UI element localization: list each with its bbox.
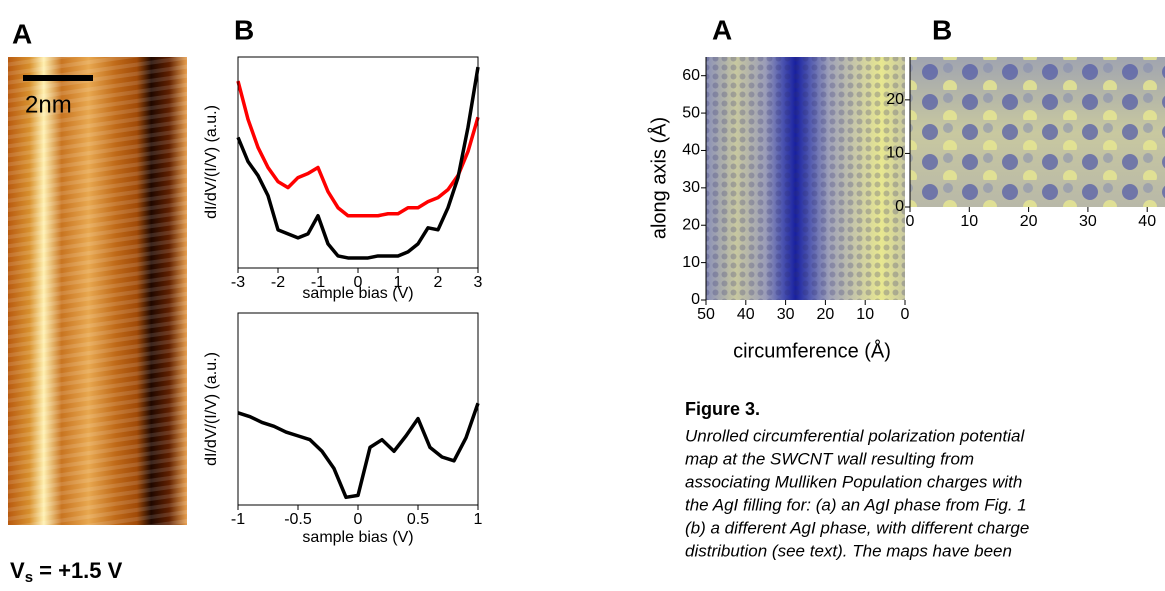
caption-line: associating Mulliken Population charges …: [685, 472, 1022, 491]
y-axis-label: along axis (Å): [647, 117, 670, 239]
x-tick-label: -2: [271, 274, 285, 291]
scale-bar-label: 2nm: [25, 91, 72, 118]
panel-label: A: [712, 14, 732, 45]
bias-subscript: s: [25, 569, 33, 586]
y-tick-label: 10: [682, 254, 700, 271]
x-tick-label: -3: [231, 274, 245, 291]
x-tick-label: 40: [1138, 213, 1156, 230]
x-tick-label: 1: [394, 274, 403, 291]
bias-value: = +1.5 V: [33, 558, 123, 583]
x-tick-label: 1: [474, 511, 483, 528]
panel-label: B: [234, 14, 254, 45]
plot-frame: [237, 312, 479, 506]
curve: [236, 80, 480, 218]
x-axis-label: circumference (Å): [733, 339, 891, 362]
plot-frame: [237, 56, 479, 269]
x-axis-label: sample bias (V): [302, 529, 413, 546]
y-axis-label: dI/dV/(I/V) (a.u.): [203, 352, 220, 466]
y-tick-label: 30: [682, 179, 700, 196]
x-tick-label: 2: [434, 274, 443, 291]
x-tick-label: 30: [1079, 213, 1097, 230]
x-tick-label: 0.5: [407, 511, 429, 528]
caption-title: Figure 3.: [685, 399, 760, 419]
bias-symbol: V: [10, 558, 25, 583]
x-tick-label: -0.5: [284, 511, 312, 528]
x-tick-label: 50: [697, 306, 715, 323]
bias-label: Vs = +1.5 V: [10, 558, 123, 586]
x-tick-label: 10: [960, 213, 978, 230]
x-tick-label: 30: [777, 306, 795, 323]
potential-map: [910, 57, 1165, 207]
x-tick-label: -1: [231, 511, 245, 528]
caption-line: Unrolled circumferential polarization po…: [685, 426, 1025, 445]
panel-label: A: [12, 18, 32, 49]
x-axis-label: sample bias (V): [302, 285, 413, 302]
curve: [237, 402, 480, 500]
x-tick-label: 0: [906, 213, 915, 230]
panel-label: B: [932, 14, 952, 45]
x-tick-label: 10: [856, 306, 874, 323]
caption-line: the AgI filling for: (a) an AgI phase fr…: [685, 495, 1027, 514]
potential-map: [706, 57, 905, 300]
curve: [236, 66, 480, 260]
y-tick-label: 20: [886, 91, 904, 108]
y-tick-label: 0: [691, 291, 700, 308]
caption-line: distribution (see text). The maps have b…: [685, 541, 1012, 560]
x-tick-label: 20: [817, 306, 835, 323]
x-tick-label: 3: [474, 274, 483, 291]
x-tick-label: 0: [354, 274, 363, 291]
stm-texture: [8, 57, 187, 525]
y-tick-label: 50: [682, 104, 700, 121]
y-tick-label: 20: [682, 216, 700, 233]
x-tick-label: 0: [354, 511, 363, 528]
x-tick-label: -1: [311, 274, 325, 291]
y-tick-label: 60: [682, 67, 700, 84]
caption-line: (b) a different AgI phase, with differen…: [685, 518, 1029, 537]
x-tick-label: 40: [737, 306, 755, 323]
y-tick-label: 10: [886, 145, 904, 162]
y-tick-label: 0: [895, 198, 904, 215]
x-tick-label: 20: [1020, 213, 1038, 230]
caption-line: map at the SWCNT wall resulting from: [685, 449, 974, 468]
y-axis-label: dI/dV/(I/V) (a.u.): [203, 105, 220, 219]
x-tick-label: 0: [901, 306, 910, 323]
y-tick-label: 40: [682, 142, 700, 159]
